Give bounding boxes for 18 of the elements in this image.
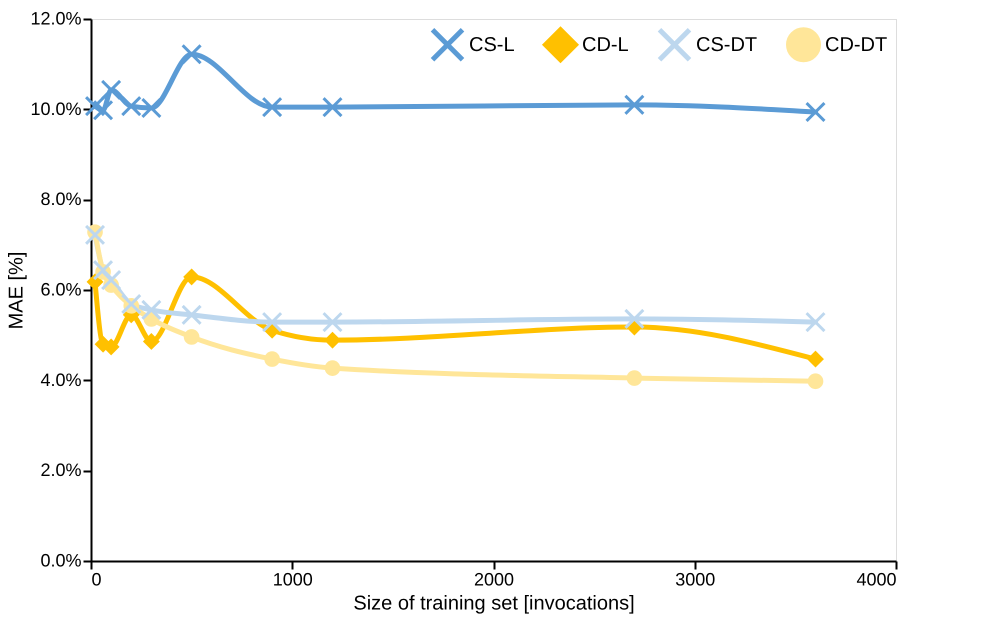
y-tick-label: 12.0% [30,8,82,28]
legend-label: CS-L [469,34,515,56]
legend-label: CD-L [582,34,629,56]
x-axis-title: Size of training set [invocations] [353,592,635,614]
x-tick-label: 0 [92,570,102,590]
y-tick-label: 8.0% [40,189,82,210]
y-tick-label: 10.0% [30,98,82,119]
y-tick-label: 4.0% [40,370,82,390]
legend-label: CD-DT [825,34,888,56]
y-tick-label: 0.0% [40,550,82,570]
legend-label: CS-DT [696,34,758,56]
x-tick-label: 2000 [474,570,514,590]
y-tick-label: 2.0% [40,460,82,480]
y-tick-label: 6.0% [40,280,82,300]
x-tick-label: 3000 [675,570,716,590]
y-axis-title: MAE [%] [5,252,28,330]
x-tick-label: 1000 [272,570,313,590]
x-tick-label: 4000 [856,570,896,590]
